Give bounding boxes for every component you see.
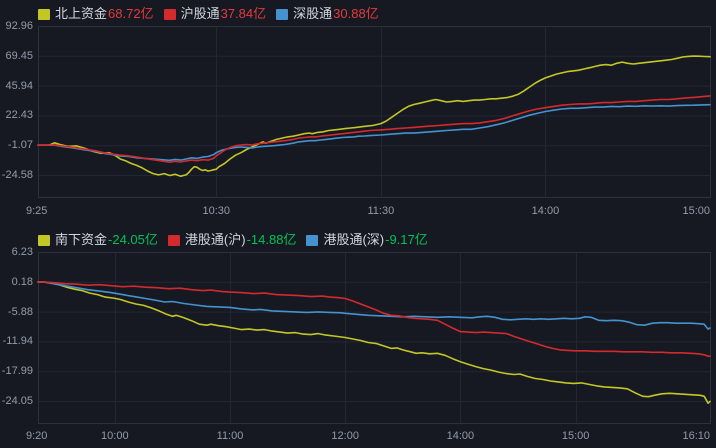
y-axis-label: -11.94: [2, 335, 33, 348]
series-line-2: [37, 103, 711, 162]
plot-border: [38, 252, 711, 424]
x-axis-label: 9:25: [26, 205, 48, 217]
yellow-series-swatch-icon: [38, 234, 50, 246]
y-axis-label: -5.88: [7, 305, 33, 318]
legend-item-northbound-total: 北上资金 68.72亿: [38, 6, 154, 22]
legend-label: 港股通(沪): [184, 232, 246, 247]
y-axis-label: -1.07: [7, 139, 33, 152]
y-axis-label: 0.18: [11, 275, 33, 288]
yellow-series-swatch-icon: [38, 8, 50, 20]
red-series-swatch-icon: [163, 8, 176, 20]
x-axis-label: 14:00: [531, 205, 560, 217]
legend-value: 30.88亿: [333, 6, 379, 21]
legend-value: -24.05亿: [108, 232, 158, 247]
y-axis-label: -24.05: [1, 395, 33, 407]
legend-item-hk-connect-sz: 港股通(深) -9.17亿: [306, 232, 428, 248]
legend-item-hk-connect-sh: 港股通(沪) -14.88亿: [167, 232, 297, 248]
series-line-1: [37, 281, 711, 358]
y-axis-label: 22.43: [5, 109, 33, 122]
legend-item-southbound-total: 南下资金 -24.05亿: [38, 232, 158, 248]
x-axis-label: 10:30: [202, 205, 231, 217]
legend-value: -14.88亿: [246, 232, 297, 247]
legend-label: 港股通(深): [323, 232, 385, 247]
x-axis-label: 14:00: [446, 430, 475, 442]
legend-item-sh-connect: 沪股通 37.84亿: [163, 6, 267, 22]
southbound-legend: 南下资金 -24.05亿 港股通(沪) -14.88亿 港股通(深) -9.17亿: [38, 232, 428, 248]
legend-value: 37.84亿: [220, 6, 267, 21]
legend-label: 北上资金: [55, 6, 108, 21]
x-axis-label: 9:20: [26, 430, 48, 442]
legend-value: 68.72亿: [108, 6, 154, 21]
y-axis-label: 6.23: [11, 246, 33, 258]
x-axis-label: 11:00: [216, 430, 244, 442]
blue-series-swatch-icon: [276, 8, 289, 20]
x-axis-label: 15:00: [561, 430, 590, 442]
x-axis-label: 12:00: [331, 430, 359, 442]
x-axis-label: 15:00: [682, 205, 710, 217]
series-line-0: [37, 55, 711, 177]
plot-border: [38, 26, 711, 198]
legend-value: -9.17亿: [385, 232, 428, 247]
y-axis-label: -17.99: [1, 365, 33, 378]
blue-series-swatch-icon: [306, 234, 319, 246]
legend-label: 南下资金: [55, 232, 108, 247]
series-line-1: [37, 95, 711, 163]
legend-item-sz-connect: 深股通 30.88亿: [276, 6, 379, 22]
series-line-2: [37, 281, 711, 330]
y-axis-label: 45.94: [5, 79, 33, 92]
northbound-legend: 北上资金 68.72亿 沪股通 37.84亿 深股通 30.88亿: [38, 6, 379, 22]
x-axis-label: 11:30: [367, 205, 395, 217]
red-series-swatch-icon: [167, 234, 180, 246]
y-axis-label: -24.58: [1, 169, 33, 181]
x-axis-label: 10:00: [101, 430, 129, 442]
y-axis-label: 69.45: [5, 49, 33, 62]
legend-label: 沪股通: [180, 6, 220, 21]
y-axis-label: 92.96: [5, 20, 33, 32]
x-axis-label: 16:10: [682, 430, 710, 442]
series-line-0: [37, 281, 711, 405]
legend-label: 深股通: [293, 6, 333, 21]
